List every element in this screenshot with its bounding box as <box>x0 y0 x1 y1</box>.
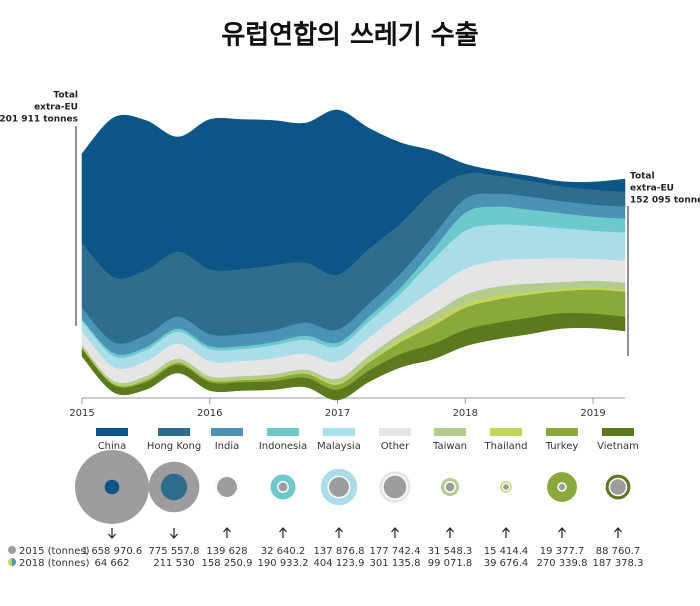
legend-swatch <box>490 428 522 436</box>
x-tick-label: 2016 <box>197 408 222 419</box>
value-2015: 88 760.7 <box>596 546 641 557</box>
bubble-2018 <box>160 473 188 501</box>
value-2018: 64 662 <box>95 558 130 569</box>
end-annotation: Total <box>630 172 655 182</box>
legend-swatch <box>602 428 634 436</box>
trend-arrow <box>170 528 178 539</box>
trend-arrow <box>108 528 116 539</box>
stream-layer <box>81 312 626 401</box>
legend-label: Thailand <box>484 441 528 452</box>
legend-label: Taiwan <box>432 441 467 452</box>
legend-swatch <box>267 428 299 436</box>
value-2015: 32 640.2 <box>261 546 306 557</box>
trend-arrow <box>446 527 454 538</box>
bubble-2015 <box>608 477 628 497</box>
bubble-2015 <box>215 475 239 499</box>
legend-label: China <box>98 441 127 452</box>
legend-dot-2018-left <box>8 558 12 566</box>
legend-label: Turkey <box>545 441 579 452</box>
legend-swatch <box>434 428 466 436</box>
legend-swatch <box>158 428 190 436</box>
value-2018: 99 071.8 <box>428 558 473 569</box>
end-annotation: extra-EU <box>630 184 674 194</box>
end-annotation: 152 095 tonnes <box>630 196 700 206</box>
legend-label: Malaysia <box>317 441 361 452</box>
bubble-2015 <box>327 475 351 499</box>
bubble-2015 <box>382 474 408 500</box>
bubble-2015 <box>444 481 456 493</box>
value-2015: 19 377.7 <box>540 546 585 557</box>
value-2015: 1 658 970.6 <box>82 546 142 557</box>
start-annotation: 201 911 tonnes <box>0 115 78 125</box>
start-annotation: Total <box>53 91 78 101</box>
value-2018: 39 676.4 <box>484 558 529 569</box>
value-2018: 301 135.8 <box>370 558 421 569</box>
start-annotation: extra-EU <box>34 103 78 113</box>
x-tick-label: 2015 <box>69 408 94 419</box>
legend-swatch <box>96 428 128 436</box>
legend-label: India <box>215 441 240 452</box>
trend-arrow <box>502 527 510 538</box>
value-2015: 137 876.8 <box>314 546 365 557</box>
legend-dot-2018-right <box>12 558 16 566</box>
legend-swatch <box>379 428 411 436</box>
legend-label: Vietnam <box>597 441 639 452</box>
value-2018: 270 339.8 <box>537 558 588 569</box>
value-2018: 187 378.3 <box>593 558 644 569</box>
value-2018: 190 933.2 <box>258 558 309 569</box>
row-label-2018: 2018 (tonnes) <box>19 558 90 569</box>
value-2018: 404 123.9 <box>314 558 365 569</box>
value-2015: 15 414.4 <box>484 546 529 557</box>
chart-title: 유럽연합의 쓰레기 수출 <box>221 21 478 51</box>
legend-swatch <box>546 428 578 436</box>
bubble-2015 <box>557 482 567 492</box>
legend-swatch <box>323 428 355 436</box>
bubble-2015 <box>501 482 511 492</box>
value-2015: 31 548.3 <box>428 546 473 557</box>
value-2018: 211 530 <box>153 558 194 569</box>
legend-swatch <box>211 428 243 436</box>
trend-arrow <box>279 527 287 538</box>
trend-arrow <box>335 527 343 538</box>
trend-arrow <box>558 527 566 538</box>
trend-arrow <box>614 527 622 538</box>
legend-label: Hong Kong <box>147 441 201 452</box>
x-tick-label: 2017 <box>325 408 350 419</box>
bubble-2018 <box>104 479 120 495</box>
row-label-2015: 2015 (tonnes) <box>19 546 90 557</box>
trend-arrow <box>223 527 231 538</box>
x-tick-label: 2018 <box>453 408 478 419</box>
bubble-2015 <box>277 481 289 493</box>
legend-dot-2015 <box>8 546 16 554</box>
x-tick-label: 2019 <box>580 408 605 419</box>
value-2015: 177 742.4 <box>370 546 421 557</box>
legend-label: Other <box>381 441 410 452</box>
value-2015: 775 557.8 <box>149 546 200 557</box>
legend-label: Indonesia <box>259 441 307 452</box>
trend-arrow <box>391 527 399 538</box>
value-2018: 158 250.9 <box>202 558 253 569</box>
value-2015: 139 628 <box>206 546 247 557</box>
